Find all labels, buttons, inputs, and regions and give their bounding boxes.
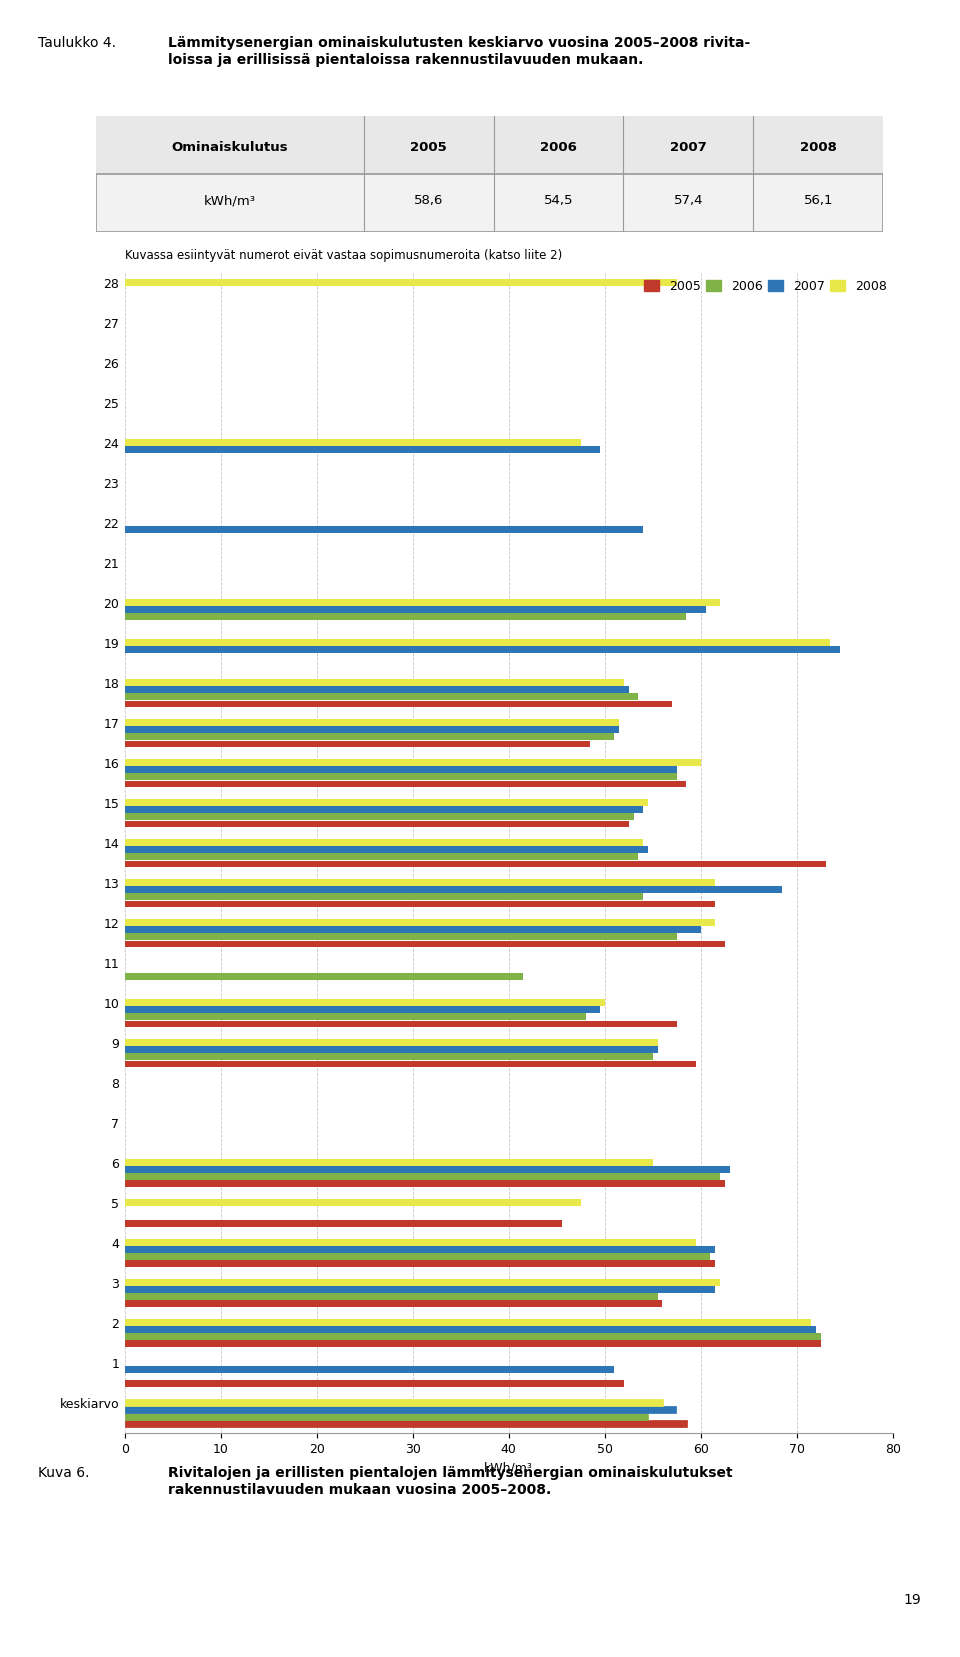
Bar (125, 1046, 658, 1054)
Bar (125, 686, 629, 693)
Bar (125, 880, 715, 886)
Bar (125, 1261, 715, 1268)
Bar (125, 446, 600, 454)
Bar (125, 439, 581, 446)
Bar (125, 886, 782, 893)
Text: kWh/m³: kWh/m³ (204, 194, 255, 207)
Bar (125, 774, 677, 780)
Bar (125, 847, 648, 853)
Bar (125, 1167, 730, 1173)
Bar (125, 1367, 614, 1374)
Bar (125, 1021, 677, 1027)
Bar (125, 726, 619, 734)
Bar (125, 719, 619, 726)
Text: Ominaiskulutus: Ominaiskulutus (172, 141, 288, 154)
Bar (125, 1319, 811, 1326)
Text: Rivitalojen ja erillisten pientalojen lämmitysenergian ominaiskulutukset
rakennu: Rivitalojen ja erillisten pientalojen lä… (168, 1466, 732, 1496)
Bar (125, 814, 634, 820)
Bar (125, 1413, 648, 1420)
Text: 2008: 2008 (800, 141, 837, 154)
Bar (125, 1286, 715, 1292)
Bar (125, 933, 677, 940)
Bar (125, 780, 686, 787)
Bar (125, 1253, 710, 1261)
Bar (125, 860, 826, 867)
Bar (125, 1039, 658, 1046)
Bar (125, 646, 840, 653)
Text: 2005: 2005 (410, 141, 447, 154)
Text: Lämmitysenergian ominaiskulutusten keskiarvo vuosina 2005–2008 rivita-
loissa ja: Lämmitysenergian ominaiskulutusten keski… (168, 36, 751, 66)
Bar (125, 1200, 581, 1206)
Text: 19: 19 (904, 1594, 922, 1607)
Bar (125, 1221, 562, 1228)
Bar (125, 1014, 586, 1021)
Bar (125, 799, 648, 807)
Bar (125, 1334, 821, 1341)
Bar (125, 1239, 696, 1246)
Bar (125, 1180, 725, 1188)
Bar (125, 640, 830, 646)
Bar (125, 973, 523, 981)
Bar (125, 527, 643, 534)
Bar (125, 1006, 600, 1012)
Text: Kuva 6.: Kuva 6. (38, 1466, 90, 1480)
Text: 2007: 2007 (670, 141, 707, 154)
Bar (125, 926, 701, 933)
Bar (125, 807, 643, 814)
Bar (125, 734, 614, 741)
Bar (125, 701, 672, 708)
Bar (125, 1294, 658, 1301)
Text: Kuvassa esiintyvät numerot eivät vastaa sopimusnumeroita (katso liite 2): Kuvassa esiintyvät numerot eivät vastaa … (125, 249, 562, 262)
Text: 2006: 2006 (540, 141, 577, 154)
Bar (125, 600, 720, 606)
Bar (125, 1407, 676, 1413)
Bar (125, 759, 701, 766)
FancyBboxPatch shape (96, 116, 883, 174)
Bar (125, 1420, 687, 1427)
Bar (125, 999, 605, 1006)
Bar (125, 1301, 662, 1307)
FancyBboxPatch shape (96, 116, 883, 232)
Bar (125, 840, 643, 847)
Bar (125, 679, 624, 686)
Bar (125, 1173, 720, 1180)
X-axis label: kWh/m³: kWh/m³ (485, 1461, 533, 1475)
Bar (125, 606, 706, 613)
Bar (125, 1326, 816, 1334)
Bar (125, 920, 715, 926)
Text: 56,1: 56,1 (804, 194, 833, 207)
Bar (125, 1341, 821, 1347)
Bar (125, 893, 643, 900)
Bar (125, 1279, 720, 1286)
Bar (125, 1380, 624, 1387)
Bar (125, 1054, 653, 1060)
Bar (125, 1160, 653, 1167)
Bar (125, 1060, 696, 1067)
Text: 57,4: 57,4 (674, 194, 703, 207)
Bar (125, 694, 638, 701)
Legend: 2005, 2006, 2007, 2008: 2005, 2006, 2007, 2008 (644, 280, 886, 293)
Bar (125, 1399, 663, 1407)
Text: 58,6: 58,6 (414, 194, 444, 207)
Bar (125, 941, 725, 948)
Bar (125, 1246, 715, 1253)
Bar (125, 613, 686, 620)
Bar (125, 900, 715, 908)
Bar (125, 853, 638, 860)
Bar (125, 741, 590, 747)
Text: Taulukko 4.: Taulukko 4. (38, 36, 116, 50)
Bar (125, 767, 677, 774)
Bar (125, 280, 677, 287)
Bar (125, 820, 629, 827)
Text: 54,5: 54,5 (543, 194, 573, 207)
